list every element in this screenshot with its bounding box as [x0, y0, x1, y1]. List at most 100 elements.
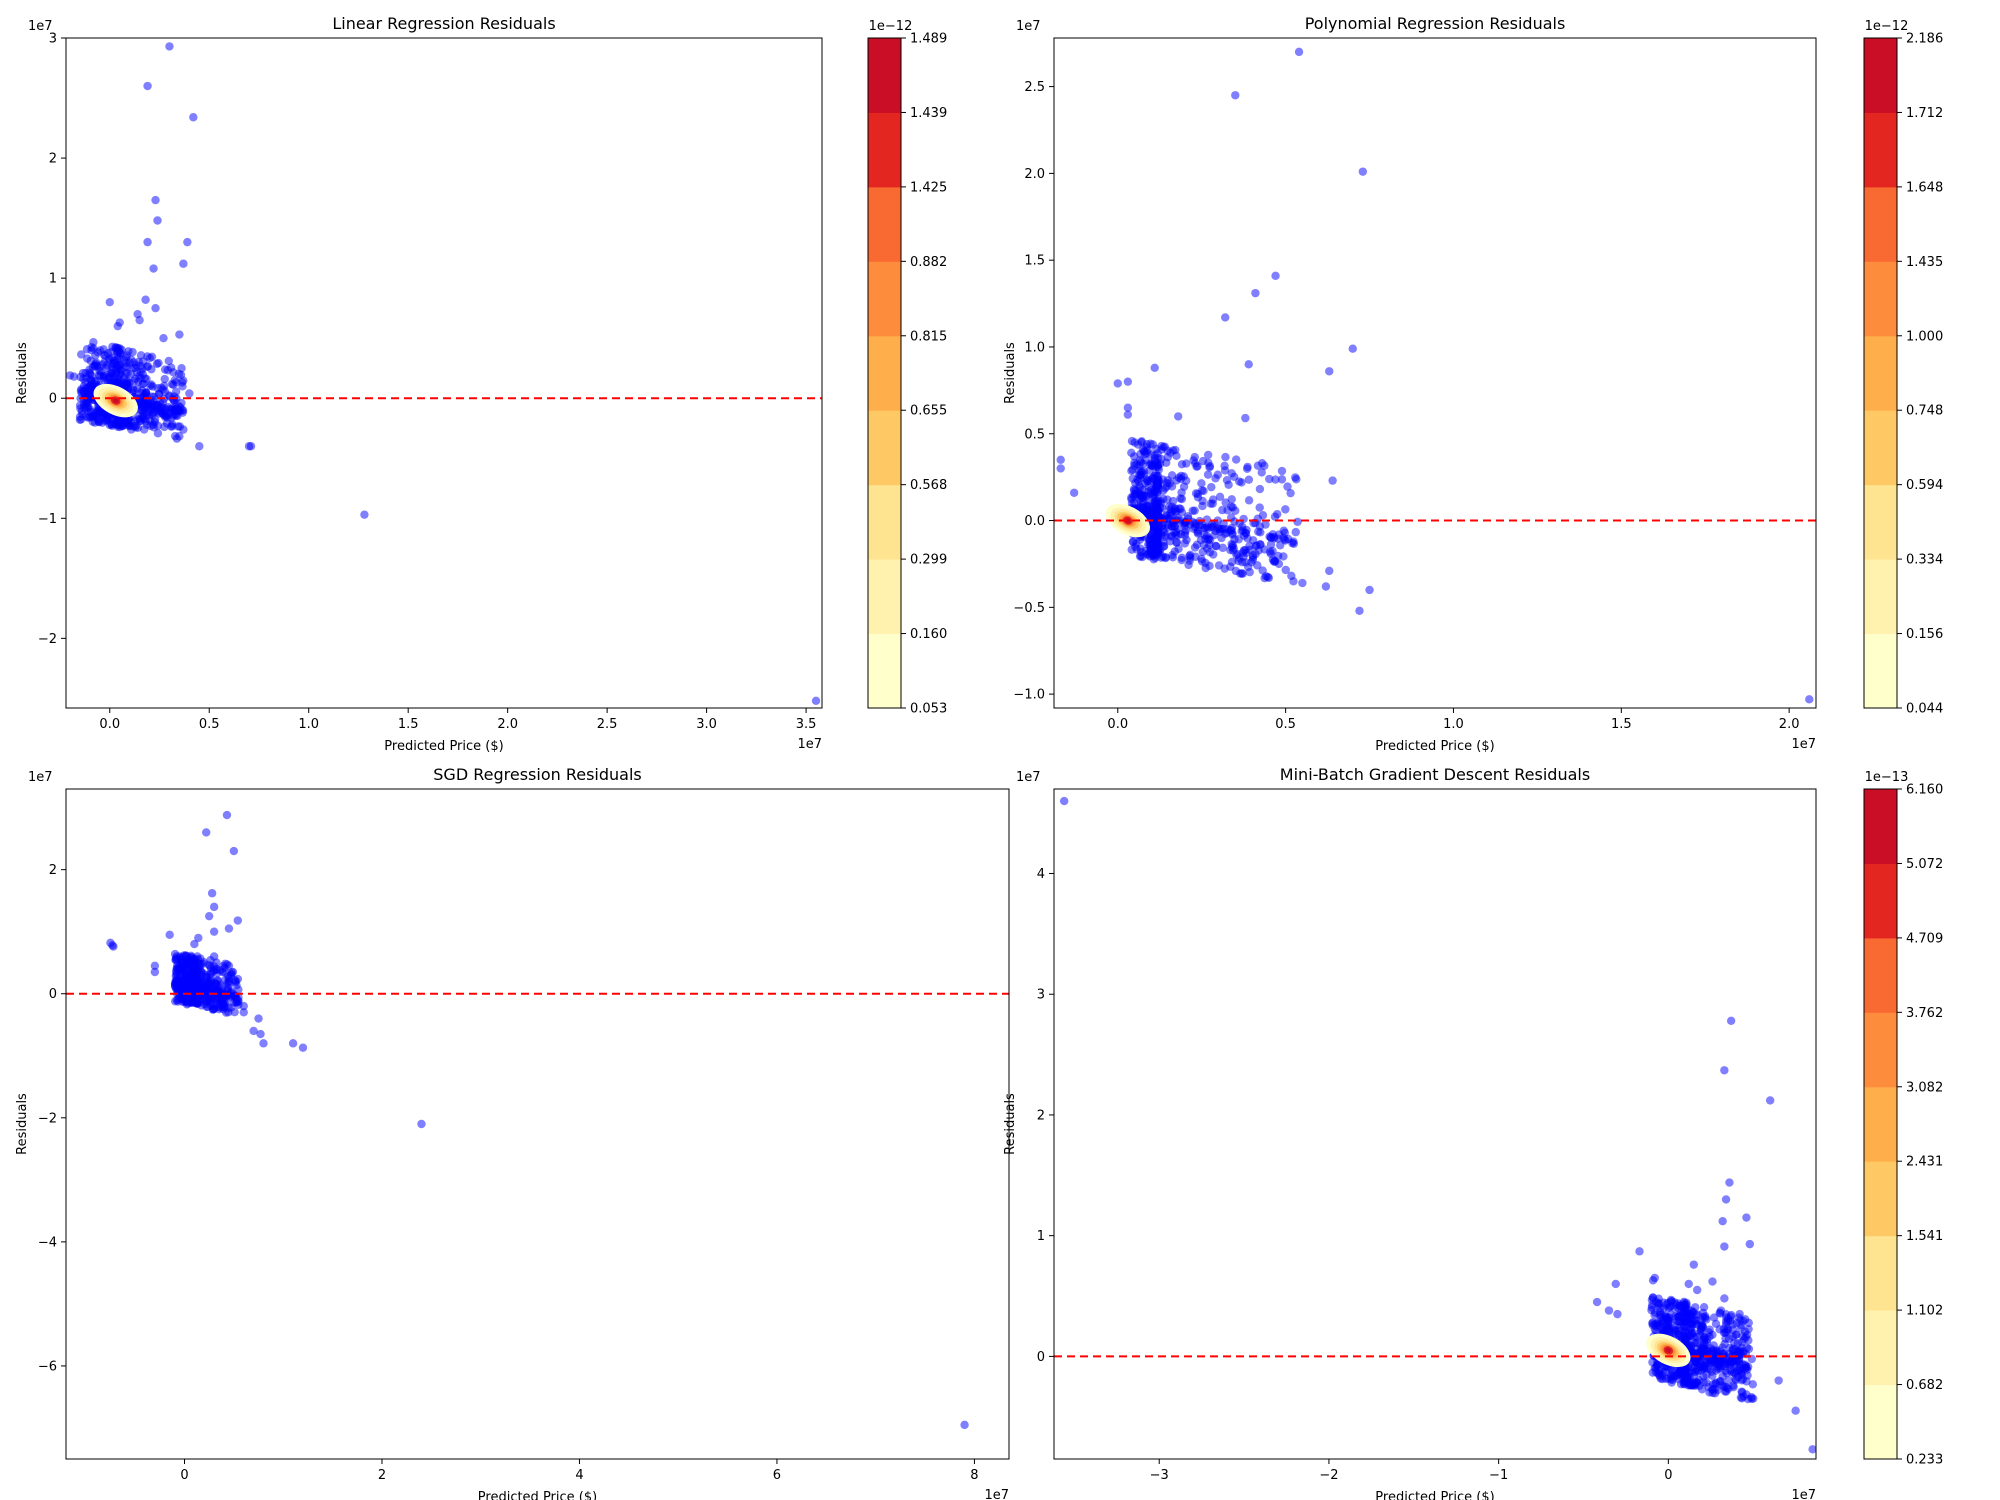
data-point	[1728, 1320, 1738, 1329]
data-point	[1238, 569, 1247, 578]
data-point	[1221, 498, 1230, 507]
data-point	[1251, 288, 1260, 298]
subplot-3: −3 −2 −1 0 0 1 2 3 4 Mini-Batch Gradient Descent …	[1003, 765, 1943, 1500]
x-tick-label: 0.5	[1275, 717, 1296, 732]
data-point	[131, 360, 141, 370]
data-point	[1693, 1285, 1702, 1295]
data-point	[126, 369, 136, 379]
data-point	[1292, 475, 1301, 484]
data-point	[1271, 475, 1280, 484]
data-point	[246, 442, 256, 451]
colorbar-multiplier: 1e−12	[1865, 19, 1909, 34]
data-point	[175, 422, 185, 431]
data-point	[1679, 1321, 1689, 1331]
x-tick-label: 2.5	[597, 717, 618, 732]
data-point	[1238, 558, 1247, 567]
data-point	[189, 964, 198, 974]
data-point	[1298, 578, 1307, 588]
colorbar-tick-label: 0.160	[910, 627, 947, 642]
data-point	[81, 368, 91, 378]
data-point	[1701, 1312, 1710, 1321]
colorbar-band	[868, 410, 901, 486]
data-point	[1200, 530, 1209, 539]
data-point	[1727, 1310, 1736, 1320]
data-point	[153, 216, 162, 225]
data-point	[1726, 1016, 1736, 1025]
y-tick-label: −1	[38, 512, 57, 527]
data-point	[1709, 1380, 1718, 1389]
data-point	[1647, 1305, 1656, 1315]
data-point	[1235, 477, 1244, 486]
data-point	[1293, 517, 1302, 526]
density-level	[1124, 517, 1131, 524]
data-point	[1283, 482, 1292, 491]
data-point	[1735, 1309, 1744, 1319]
data-point	[1720, 1339, 1729, 1349]
data-point	[179, 259, 188, 268]
colorbar-tick-label: 1.712	[1906, 106, 1943, 121]
data-point	[1667, 1378, 1676, 1387]
data-point	[1239, 514, 1248, 524]
colorbar-tick-label: 0.044	[1906, 702, 1943, 717]
data-point	[209, 927, 219, 936]
data-point	[1255, 484, 1265, 494]
data-point	[1721, 1382, 1730, 1391]
data-point	[231, 976, 241, 986]
data-point	[228, 967, 238, 977]
data-point	[123, 421, 133, 430]
x-tick-label: 8	[970, 1468, 978, 1483]
data-point	[239, 1008, 248, 1017]
colorbar-tick-label: 0.655	[910, 404, 947, 419]
data-point	[1128, 537, 1138, 546]
x-tick-label: −3	[1150, 1468, 1169, 1483]
colorbar-band	[1864, 261, 1897, 337]
data-point	[1148, 440, 1158, 449]
colorbar-tick-label: 0.156	[1906, 627, 1943, 642]
x-axis-label: Predicted Price ($)	[384, 739, 503, 754]
data-point	[229, 846, 239, 856]
data-point	[218, 993, 227, 1003]
data-point	[111, 419, 121, 429]
x-axis-multiplier: 1e7	[1791, 737, 1816, 752]
y-axis-multiplier: 1e7	[1016, 770, 1041, 785]
data-point	[208, 1005, 218, 1014]
data-point	[1288, 538, 1297, 548]
y-tick-label: 2	[49, 863, 57, 878]
data-point	[153, 429, 163, 438]
data-point	[171, 387, 181, 396]
data-point	[96, 371, 105, 380]
data-point	[1136, 544, 1145, 553]
data-point	[1208, 499, 1217, 508]
data-point	[1159, 494, 1168, 504]
density-contours	[1105, 503, 1151, 538]
data-point	[1168, 553, 1178, 562]
y-tick-label: 0	[1037, 1350, 1045, 1365]
data-point	[1281, 536, 1290, 545]
data-point	[1691, 1310, 1700, 1319]
data-point	[1648, 1276, 1658, 1285]
data-point	[213, 976, 223, 985]
data-point	[1693, 1320, 1702, 1329]
data-point	[1138, 445, 1148, 454]
data-point	[1200, 523, 1209, 533]
colorbar-tick-label: 4.709	[1906, 931, 1943, 946]
x-tick-label: 4	[575, 1468, 583, 1483]
y-axis-multiplier: 1e7	[1016, 19, 1041, 34]
data-point	[149, 392, 159, 402]
data-point	[119, 373, 129, 382]
colorbar-tick-label: 1.541	[1906, 1229, 1943, 1244]
data-point	[1808, 1445, 1816, 1454]
data-point	[120, 355, 129, 365]
data-point	[135, 315, 144, 325]
data-point	[1203, 544, 1212, 553]
data-point	[1717, 1357, 1726, 1366]
y-tick-label: 2	[1037, 1108, 1045, 1123]
data-point	[1635, 1247, 1644, 1256]
data-point	[1721, 1317, 1731, 1326]
data-point	[205, 962, 215, 971]
data-point	[1256, 540, 1265, 549]
data-point	[1192, 540, 1202, 550]
data-point	[1736, 1316, 1745, 1325]
data-point	[113, 321, 122, 331]
x-tick-label: −2	[1319, 1468, 1338, 1483]
